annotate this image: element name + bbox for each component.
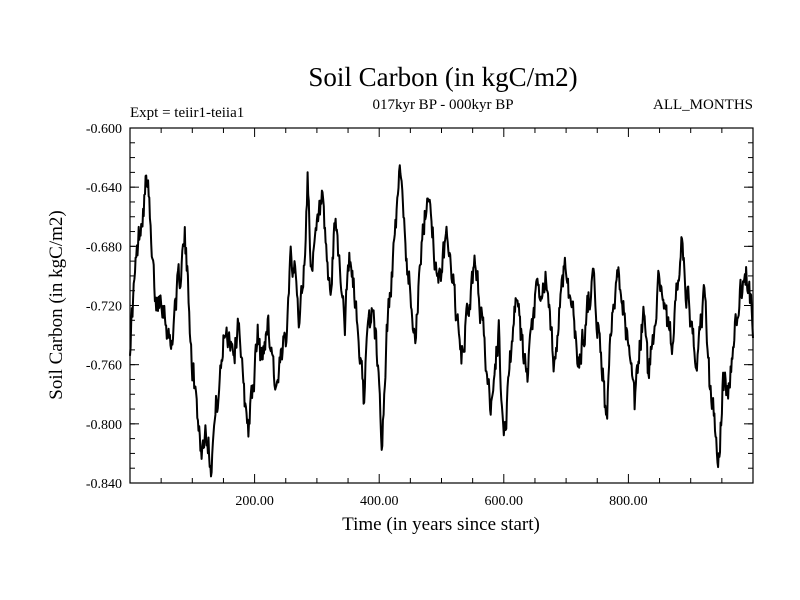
plot-frame	[129, 127, 754, 484]
soil-carbon-line	[129, 164, 754, 478]
y-tick-label: -0.760	[86, 359, 122, 374]
y-tick-label: -0.720	[86, 300, 122, 315]
chart-title: Soil Carbon (in kgC/m2)	[308, 62, 577, 92]
x-tick-label: 600.00	[485, 494, 524, 509]
x-tick-label: 800.00	[609, 494, 648, 509]
x-axis-label: Time (in years since start)	[342, 514, 540, 535]
y-tick-label: -0.680	[86, 240, 122, 255]
y-tick-label: -0.800	[86, 418, 122, 433]
y-tick-label: -0.840	[86, 477, 122, 492]
x-tick-label: 200.00	[235, 494, 274, 509]
y-tick-label: -0.600	[86, 122, 122, 137]
x-tick-label: 400.00	[360, 494, 399, 509]
x-axis-ticks: 200.00 400.00 600.00 800.00	[160, 128, 723, 509]
y-axis-label: Soil Carbon (in kgC/m2)	[46, 210, 67, 399]
y-tick-label: -0.640	[86, 181, 122, 196]
experiment-label: Expt = teiir1-teiia1	[130, 105, 244, 121]
months-label: ALL_MONTHS	[653, 97, 753, 113]
y-axis-ticks: -0.600 -0.640 -0.680 -0.720 -0.760 -0.800 -0.8…	[86, 122, 753, 492]
chart-subtitle: 017kyr BP - 000kyr BP	[372, 97, 513, 113]
